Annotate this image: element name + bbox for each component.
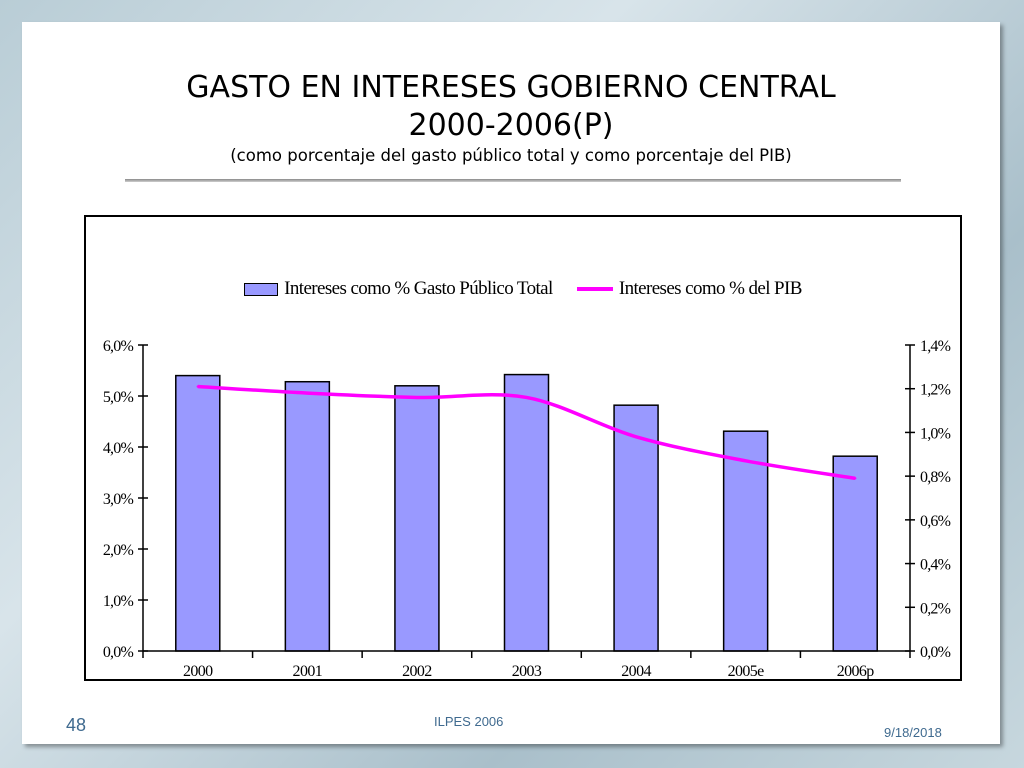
legend-bars-label: Intereses como % Gasto Público Total: [284, 277, 553, 299]
x-tick-label: 2001: [293, 663, 323, 679]
bar-2000: [175, 374, 221, 652]
line-point-2000: [196, 385, 199, 388]
left-tick-label: 0,0%: [103, 644, 134, 661]
slide-subtitle: (como porcentaje del gasto público total…: [230, 146, 792, 165]
chart-legend: Intereses como % Gasto Público Total Int…: [86, 277, 960, 300]
bar-2005e: [722, 430, 769, 652]
right-tick-label: 1,2%: [920, 382, 951, 399]
x-tick-label: 2003: [512, 663, 542, 679]
right-tick-label: 1,4%: [920, 338, 951, 355]
left-tick-label: 1,0%: [103, 593, 134, 610]
chart-frame: Intereses como % Gasto Público Total Int…: [84, 215, 962, 681]
legend-line-label: Intereses como % del PIB: [618, 277, 803, 299]
legend-line-swatch: [576, 287, 613, 292]
line-point-2005e: [744, 459, 747, 463]
legend-item-line: Intereses como % del PIB: [576, 277, 803, 300]
right-tick-label: 0,2%: [920, 600, 951, 617]
x-tick-label: 2005e: [728, 663, 765, 679]
right-tick-label: 1,0%: [920, 425, 951, 442]
right-tick-label: 0,4%: [920, 557, 951, 574]
bar-2001: [284, 380, 331, 652]
footer-date: 9/18/2018: [884, 725, 942, 740]
left-tick-label: 6,0%: [103, 338, 134, 355]
slide: GASTO EN INTERESES GOBIERNO CENTRAL 2000…: [22, 22, 1000, 744]
slide-title: GASTO EN INTERESES GOBIERNO CENTRAL: [186, 70, 836, 105]
slide-title-years: 2000-2006(P): [408, 108, 614, 143]
right-tick-label: 0,6%: [920, 513, 951, 530]
left-tick-label: 4,0%: [103, 440, 134, 457]
line-point-2006p: [854, 477, 857, 480]
x-tick-label: 2000: [183, 663, 213, 679]
bar-2002: [394, 385, 440, 652]
x-tick-label: 2006p: [837, 663, 875, 679]
line-point-2002: [415, 396, 419, 399]
title-divider: [125, 179, 901, 182]
slide-number: 48: [66, 715, 87, 735]
bar-2006p: [832, 455, 878, 652]
left-tick-label: 3,0%: [103, 491, 134, 508]
line-point-2004: [634, 435, 638, 438]
bar-2004: [613, 404, 659, 652]
combo-chart: 0,0% 1,0% 2,0% 3,0% 4,0% 5,0% 6,0% 0,0% 0,2% 0,4%…: [103, 338, 952, 679]
footer-source: ILPES 2006: [434, 714, 504, 729]
legend-item-bars: Intereses como % Gasto Público Total: [244, 278, 553, 300]
x-tick-label: 2002: [402, 663, 432, 679]
line-point-2001: [306, 391, 309, 395]
right-tick-label: 0,8%: [920, 469, 951, 486]
line-point-2003: [525, 396, 528, 399]
left-tick-label: 2,0%: [103, 542, 134, 559]
legend-bar-swatch: [244, 282, 279, 296]
x-tick-label: 2004: [621, 663, 651, 679]
left-tick-label: 5,0%: [103, 389, 134, 406]
bar-2003: [503, 373, 550, 652]
right-tick-label: 0,0%: [920, 644, 951, 661]
